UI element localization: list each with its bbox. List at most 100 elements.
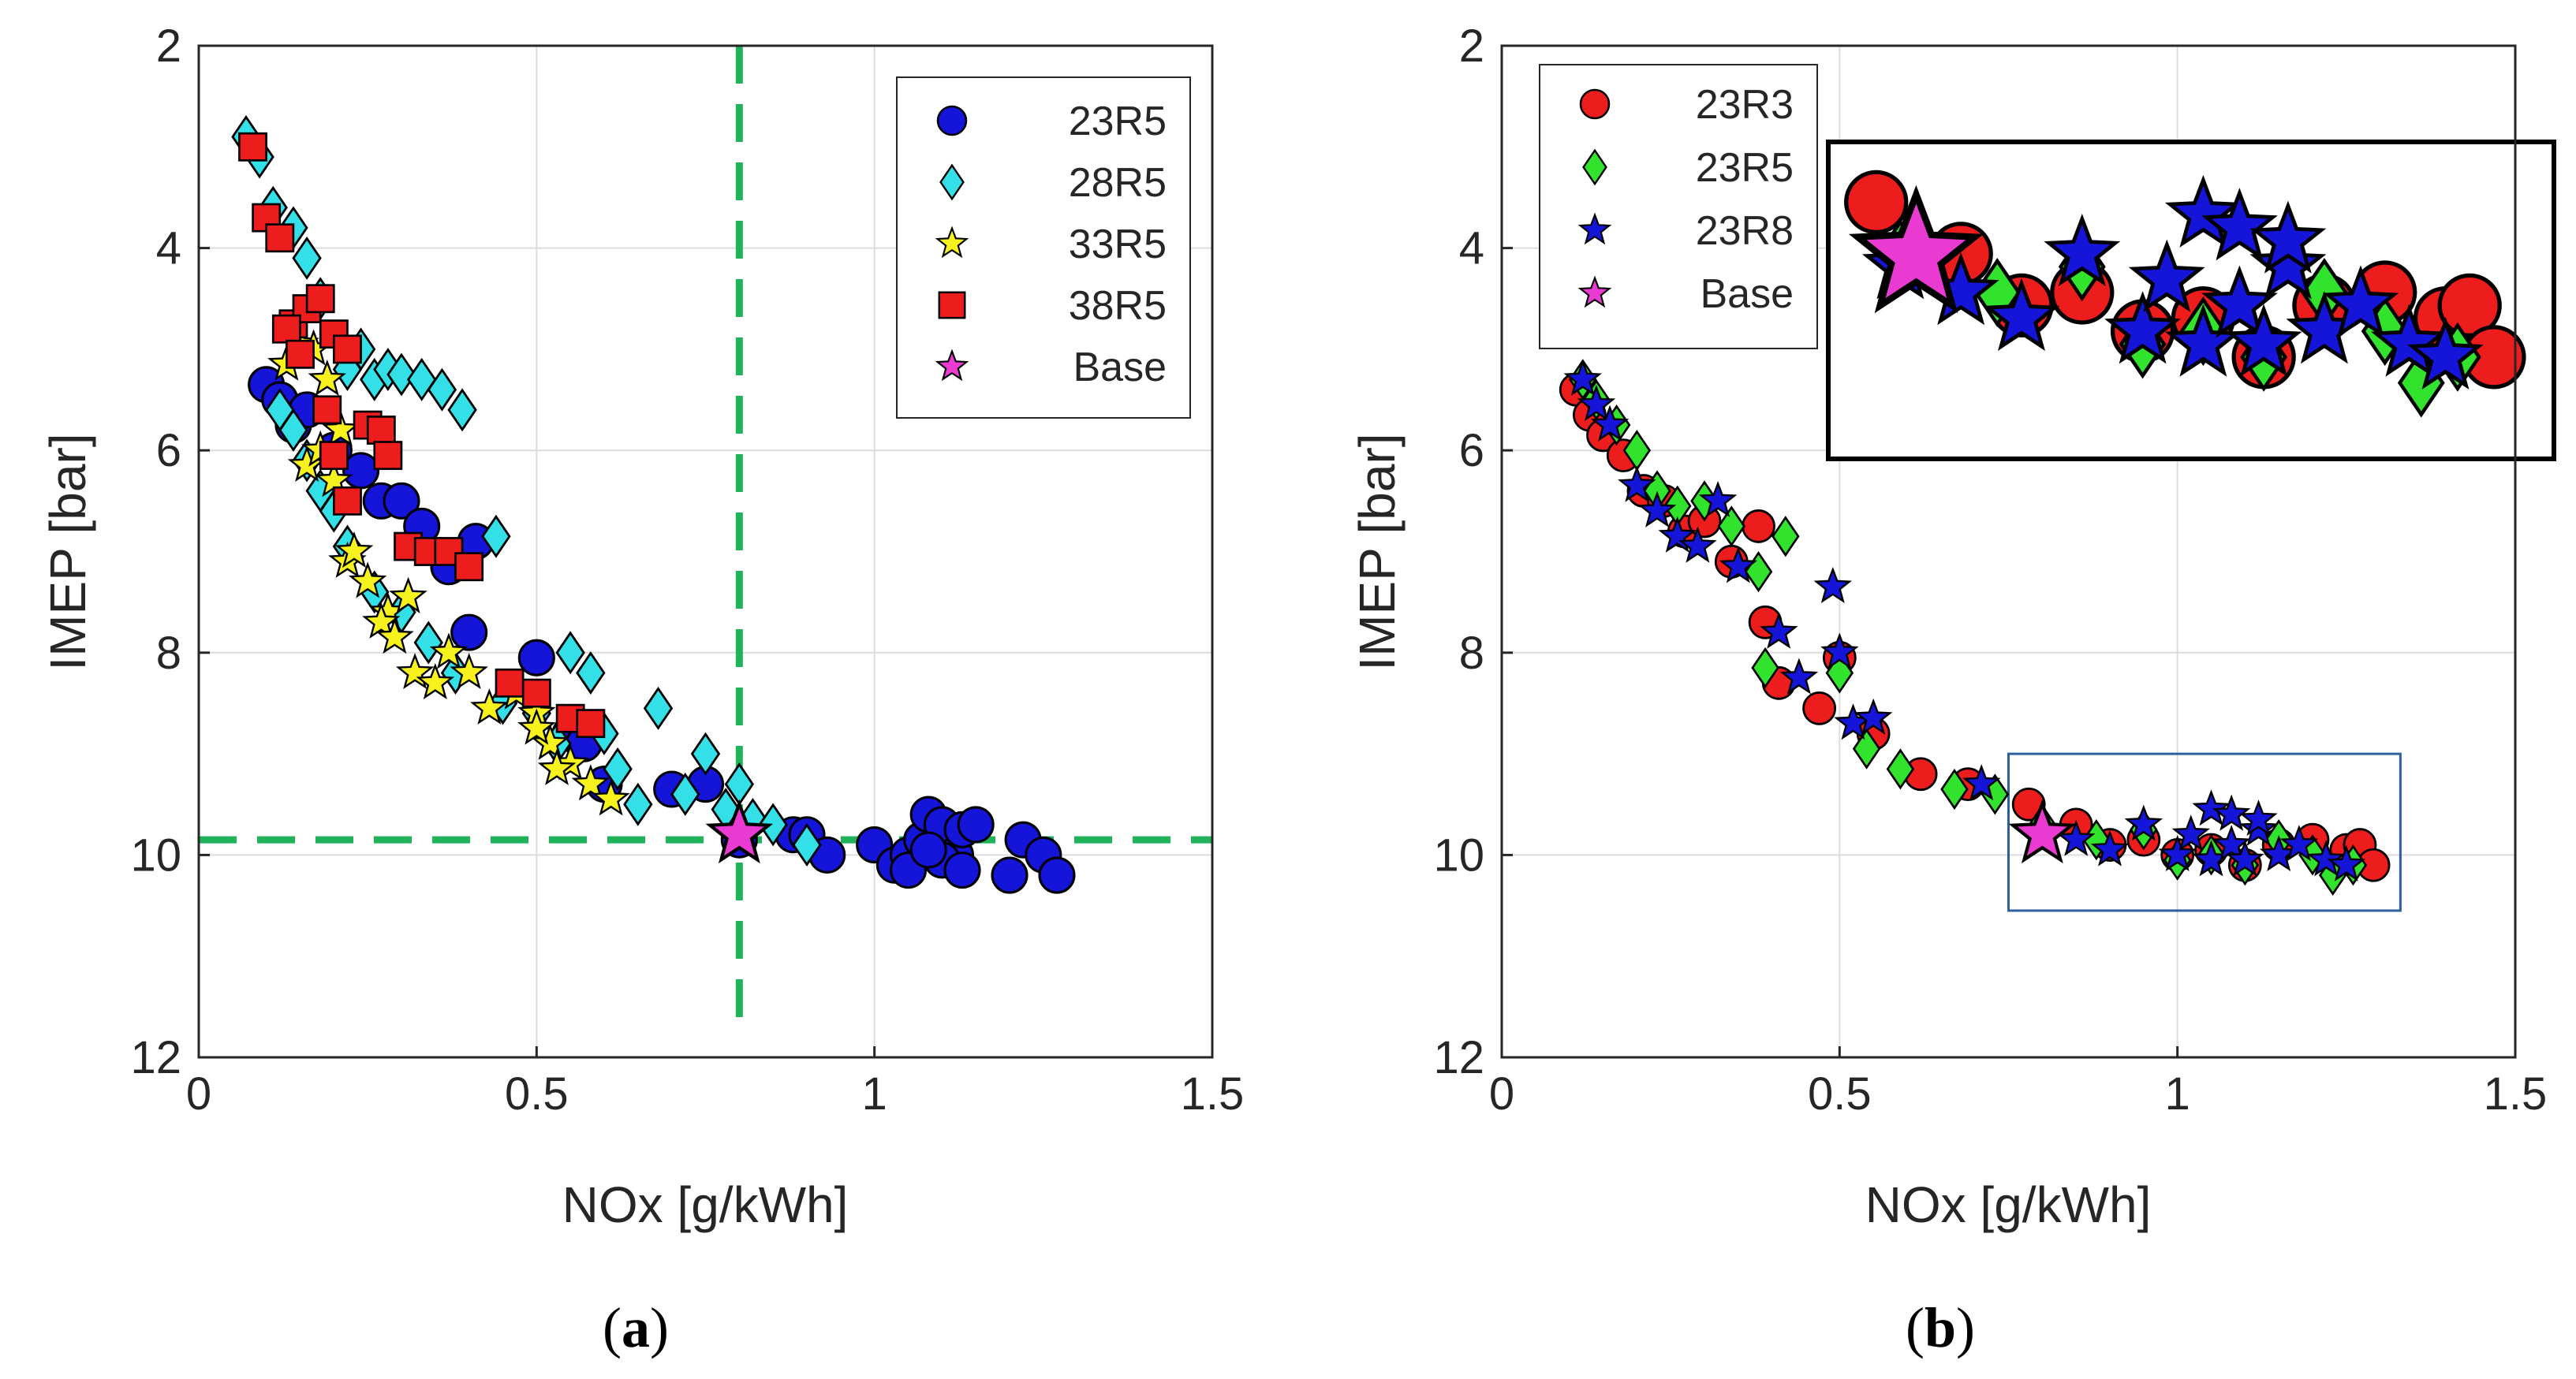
panel-b-y-tick-label: 4 xyxy=(1459,223,1484,274)
panel-a-point-38R5 xyxy=(333,334,362,364)
panel-a-point-33R5 xyxy=(321,410,360,447)
panel-a-y-tick-label: 4 xyxy=(156,223,181,274)
panel-b-x-tick-label: 1 xyxy=(2165,1068,2190,1120)
panel-a-point-33R5 xyxy=(531,723,569,760)
panel-a-caption-open: ( xyxy=(603,1296,622,1359)
panel-b-y-tick-label: 10 xyxy=(1433,829,1484,881)
panel-b-inset-point-23R8 xyxy=(2104,291,2181,364)
panel-a-caption: (a) xyxy=(603,1296,669,1359)
panel-b-point-23R8 xyxy=(1590,404,1630,442)
panel-a-point-38R5 xyxy=(319,441,349,471)
panel-a-point-33R5 xyxy=(375,617,414,654)
panel-b-point-23R8 xyxy=(1563,359,1602,397)
panel-b-y-tick-label: 2 xyxy=(1459,20,1484,72)
panel-a-legend-marker-28R5 xyxy=(939,163,965,201)
panel-a-point-23R5 xyxy=(943,852,981,889)
panel-b-inset-point-23R8 xyxy=(2044,213,2121,287)
panel-a-point-28R5 xyxy=(386,352,416,397)
panel-a-point-33R5 xyxy=(395,653,435,690)
panel-a-x-tick-label: 1.5 xyxy=(1181,1068,1245,1120)
panel-a-point-23R5 xyxy=(1038,856,1076,894)
panel-a-point-23R5 xyxy=(957,806,995,844)
panel-b-point-23R8 xyxy=(1813,566,1852,604)
panel-b-point-23R5 xyxy=(1751,647,1779,689)
panel-b-axes-box xyxy=(1500,44,2517,1059)
panel-b-markers xyxy=(1559,359,2391,896)
panel-b-inset xyxy=(1826,140,2556,461)
panel-a-y-tick-label: 10 xyxy=(130,829,181,881)
panel-a-caption-close: ) xyxy=(650,1296,669,1359)
panel-b-point-23R8 xyxy=(1637,490,1677,527)
panel-b-y-tick-label: 8 xyxy=(1459,628,1484,679)
panel-b-inset-point-23R8 xyxy=(2201,265,2278,338)
panel-a-point-33R5 xyxy=(429,632,469,669)
panel-b-point-23R3 xyxy=(1802,691,1837,725)
panel-b-point-23R3 xyxy=(1742,509,1775,543)
panel-b-legend-marker-Base xyxy=(1577,275,1612,308)
panel-b-inset-markers xyxy=(1844,170,2526,418)
panel-a-point-33R5 xyxy=(571,764,610,801)
panel-b-inset-point-23R8 xyxy=(2371,304,2447,377)
panel-a-point-23R5 xyxy=(991,856,1029,894)
panel-a-point-33R5 xyxy=(537,748,577,785)
panel-a-point-Base xyxy=(705,799,774,864)
panel-b-point-23R5 xyxy=(1852,728,1881,770)
panel-a-point-23R5 xyxy=(383,482,420,520)
panel-b-point-23R5 xyxy=(1940,768,1969,811)
panel-a-point-28R5 xyxy=(603,747,633,791)
panel-a-y-tick-label: 12 xyxy=(130,1032,181,1083)
panel-b-y-axis-label: IMEP [bar] xyxy=(1349,433,1406,670)
panel-b-legend-marker-23R3 xyxy=(1579,88,1611,120)
panel-b-legend-label-23R8: 23R8 xyxy=(1696,208,1794,254)
panel-a-point-33R5 xyxy=(389,576,427,613)
panel-a-legend-marker-33R5 xyxy=(935,225,969,259)
panel-b-inset-point-23R8 xyxy=(2322,265,2399,338)
panel-b-point-23R8 xyxy=(2192,789,2231,826)
panel-a-point-33R5 xyxy=(470,688,509,725)
panel-b-point-23R8 xyxy=(1577,385,1616,422)
panel-b-caption: (b) xyxy=(1906,1296,1975,1359)
panel-a-point-38R5 xyxy=(576,709,606,739)
panel-b-point-23R8 xyxy=(1618,465,1656,502)
panel-b-legend-marker-23R8 xyxy=(1577,212,1612,245)
panel-b-point-23R8 xyxy=(1719,546,1758,583)
panel-a-point-33R5 xyxy=(592,779,630,816)
panel-b-x-tick-label: 1.5 xyxy=(2484,1068,2548,1120)
panel-a-point-23R5 xyxy=(517,639,555,676)
panel-b-legend-label-23R5: 23R5 xyxy=(1696,145,1794,191)
panel-b-x-tick-label: 0 xyxy=(1489,1068,1514,1120)
panel-b-point-23R8 xyxy=(2158,834,2197,872)
panel-a-y-tick-label: 8 xyxy=(156,628,181,679)
panel-b-point-23R5 xyxy=(1771,516,1800,557)
panel-a-point-33R5 xyxy=(450,653,488,690)
panel-b-point-23R8 xyxy=(2212,794,2251,831)
panel-a-legend-marker-23R5 xyxy=(936,105,968,136)
panel-a-legend-label-Base: Base xyxy=(1073,345,1167,390)
panel-b-legend: 23R3 23R5 23R8 Base xyxy=(1539,64,1818,349)
panel-b-caption-letter: b xyxy=(1925,1296,1956,1359)
panel-a-point-23R5 xyxy=(909,831,947,869)
panel-b-point-23R8 xyxy=(2306,840,2346,877)
panel-a-point-28R5 xyxy=(623,782,653,826)
panel-a-point-28R5 xyxy=(413,621,443,665)
panel-a-ticks: 0 0.5 1 1.5 2 4 6 8 10 12 xyxy=(130,20,1244,1120)
panel-a-legend-label-33R5: 33R5 xyxy=(1069,222,1167,267)
panel-b-point-23R8 xyxy=(2226,840,2264,877)
panel-b-point-23R8 xyxy=(2056,819,2096,856)
panel-a-point-38R5 xyxy=(373,441,403,471)
panel-b-inset-point-23R8 xyxy=(2225,304,2302,377)
panel-a-y-tick-label: 2 xyxy=(156,20,181,72)
panel-a-point-38R5 xyxy=(238,132,267,162)
panel-a-legend-marker-38R5 xyxy=(938,291,966,319)
panel-b-point-23R8 xyxy=(1779,658,1819,695)
panel-b-point-Base xyxy=(2008,799,2077,864)
panel-a-x-tick-label: 0 xyxy=(186,1068,211,1120)
panel-b-point-23R8 xyxy=(2279,825,2319,862)
panel-a-point-28R5 xyxy=(555,631,585,675)
panel-b-inset-point-23R8 xyxy=(2249,226,2327,300)
panel-a-point-23R5 xyxy=(342,452,380,490)
panel-b-inset-point-23R8 xyxy=(2201,188,2278,261)
